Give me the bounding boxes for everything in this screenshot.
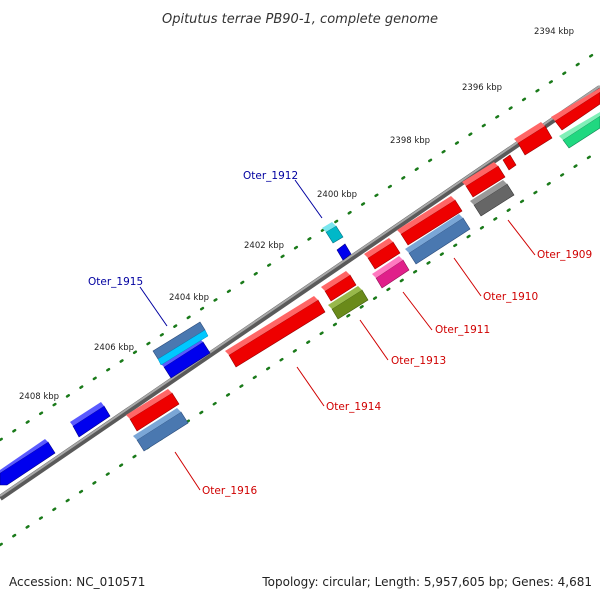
tick-track-outer xyxy=(0,48,600,442)
gene-label-oter-1909[interactable]: Oter_1909 xyxy=(537,249,592,261)
gene-arrow[interactable] xyxy=(408,217,471,265)
gene-label-oter-1910[interactable]: Oter_1910 xyxy=(483,291,538,303)
gene-label-oter-1913[interactable]: Oter_1913 xyxy=(391,355,446,367)
gene-label-oter-1916[interactable]: Oter_1916 xyxy=(202,485,257,497)
tick-label-2398: 2398 kbp xyxy=(390,136,430,146)
map-title: Opitutus terrae PB90-1, complete genome xyxy=(162,12,438,27)
gene-label-oter-1912[interactable]: Oter_1912 xyxy=(243,170,298,182)
gene-arrow[interactable] xyxy=(562,115,600,149)
genome-summary-text: Topology: circular; Length: 5,957,605 bp… xyxy=(261,575,592,589)
tick-label-2404: 2404 kbp xyxy=(169,293,209,303)
tick-label-2408: 2408 kbp xyxy=(19,392,59,402)
tick-label-2394: 2394 kbp xyxy=(534,27,574,37)
gene-arrow[interactable] xyxy=(502,154,517,171)
gene-arrow[interactable] xyxy=(324,274,357,302)
tick-label-2396: 2396 kbp xyxy=(462,83,502,93)
gene-labels: Oter_1909 Oter_1910 Oter_1911 Oter_1912 … xyxy=(88,170,592,497)
gene-arrow[interactable] xyxy=(163,341,211,379)
tick-label-2402: 2402 kbp xyxy=(244,241,284,251)
gene-arrow[interactable] xyxy=(331,289,369,320)
reverse-strand-genes xyxy=(133,112,600,452)
gene-arrow[interactable] xyxy=(336,243,352,261)
gene-arrow[interactable] xyxy=(228,299,326,368)
gene-arrow[interactable] xyxy=(517,125,553,156)
tick-track-inner xyxy=(0,148,600,547)
tick-labels: 2394 kbp 2396 kbp 2398 kbp 2400 kbp 2402… xyxy=(19,27,574,402)
gene-arrow[interactable] xyxy=(465,165,506,198)
gene-arrow[interactable] xyxy=(136,411,189,452)
gene-label-oter-1914[interactable]: Oter_1914 xyxy=(326,401,381,413)
tick-label-2406: 2406 kbp xyxy=(94,343,134,353)
forward-strand-genes xyxy=(0,88,600,486)
gene-label-oter-1915[interactable]: Oter_1915 xyxy=(88,276,143,288)
label-leaders xyxy=(139,179,536,491)
accession-text: Accession: NC_010571 xyxy=(9,575,145,589)
gene-label-oter-1911[interactable]: Oter_1911 xyxy=(435,324,490,336)
genome-backbone xyxy=(0,85,600,501)
tick-label-2400: 2400 kbp xyxy=(317,190,357,200)
